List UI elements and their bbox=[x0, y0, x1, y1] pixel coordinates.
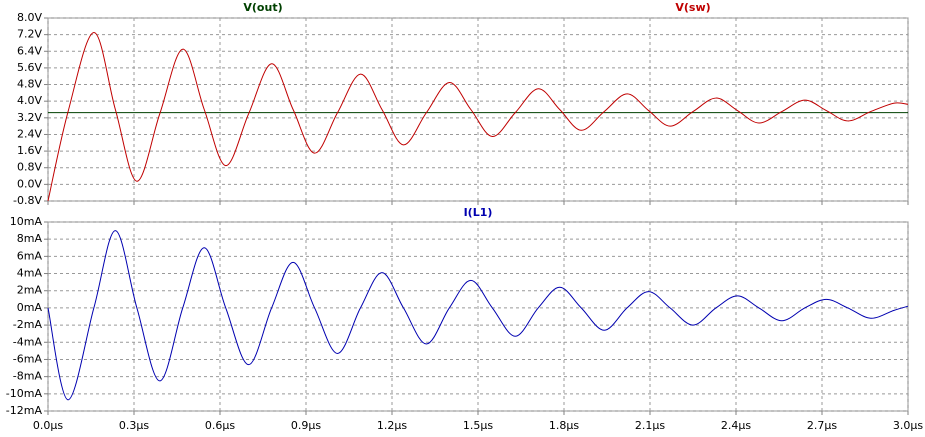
y-tick-label: 6mA bbox=[17, 249, 43, 262]
legend-entry: V(sw) bbox=[675, 1, 710, 14]
y-tick-label: 7.2V bbox=[17, 28, 42, 41]
y-tick-label: -8mA bbox=[13, 370, 43, 383]
y-tick-label: -12mA bbox=[6, 404, 43, 417]
x-tick-label: 2.7µs bbox=[807, 419, 837, 432]
y-tick-label: -2mA bbox=[13, 318, 43, 331]
y-tick-label: -6mA bbox=[13, 352, 43, 365]
series-line bbox=[47, 32, 909, 202]
legend-entry: I(L1) bbox=[464, 206, 493, 219]
series-line bbox=[47, 230, 909, 401]
y-tick-label: 0.0V bbox=[17, 177, 42, 190]
y-tick-label: 0.8V bbox=[17, 161, 42, 174]
y-tick-label: -4mA bbox=[13, 335, 43, 348]
y-tick-label: 2.4V bbox=[17, 127, 42, 140]
y-tick-label: -10mA bbox=[6, 387, 43, 400]
x-tick-label: 0.6µs bbox=[205, 419, 235, 432]
y-tick-label: 5.6V bbox=[17, 61, 42, 74]
x-tick-label: 1.2µs bbox=[377, 419, 407, 432]
y-tick-label: 3.2V bbox=[17, 111, 42, 124]
y-tick-label: 1.6V bbox=[17, 144, 42, 157]
y-tick-label: -0.8V bbox=[13, 194, 42, 207]
x-tick-label: 1.5µs bbox=[463, 419, 493, 432]
x-tick-label: 0.3µs bbox=[119, 419, 149, 432]
x-tick-label: 1.8µs bbox=[549, 419, 579, 432]
x-tick-label: 2.1µs bbox=[635, 419, 665, 432]
y-tick-label: 8mA bbox=[17, 232, 43, 245]
legend-entry: V(out) bbox=[243, 1, 282, 14]
y-tick-label: 4.8V bbox=[17, 78, 42, 91]
y-tick-label: 4mA bbox=[17, 267, 43, 280]
x-tick-label: 0.0µs bbox=[33, 419, 63, 432]
x-tick-label: 3.0µs bbox=[893, 419, 923, 432]
x-tick-label: 0.9µs bbox=[291, 419, 321, 432]
y-tick-label: 0mA bbox=[17, 301, 43, 314]
y-tick-label: 2mA bbox=[17, 284, 43, 297]
x-tick-label: 2.4µs bbox=[721, 419, 751, 432]
y-tick-label: 4.0V bbox=[17, 94, 42, 107]
y-tick-label: 10mA bbox=[10, 215, 43, 228]
plot-frame bbox=[47, 221, 909, 412]
y-tick-label: 8.0V bbox=[17, 11, 42, 24]
y-tick-label: 6.4V bbox=[17, 44, 42, 57]
